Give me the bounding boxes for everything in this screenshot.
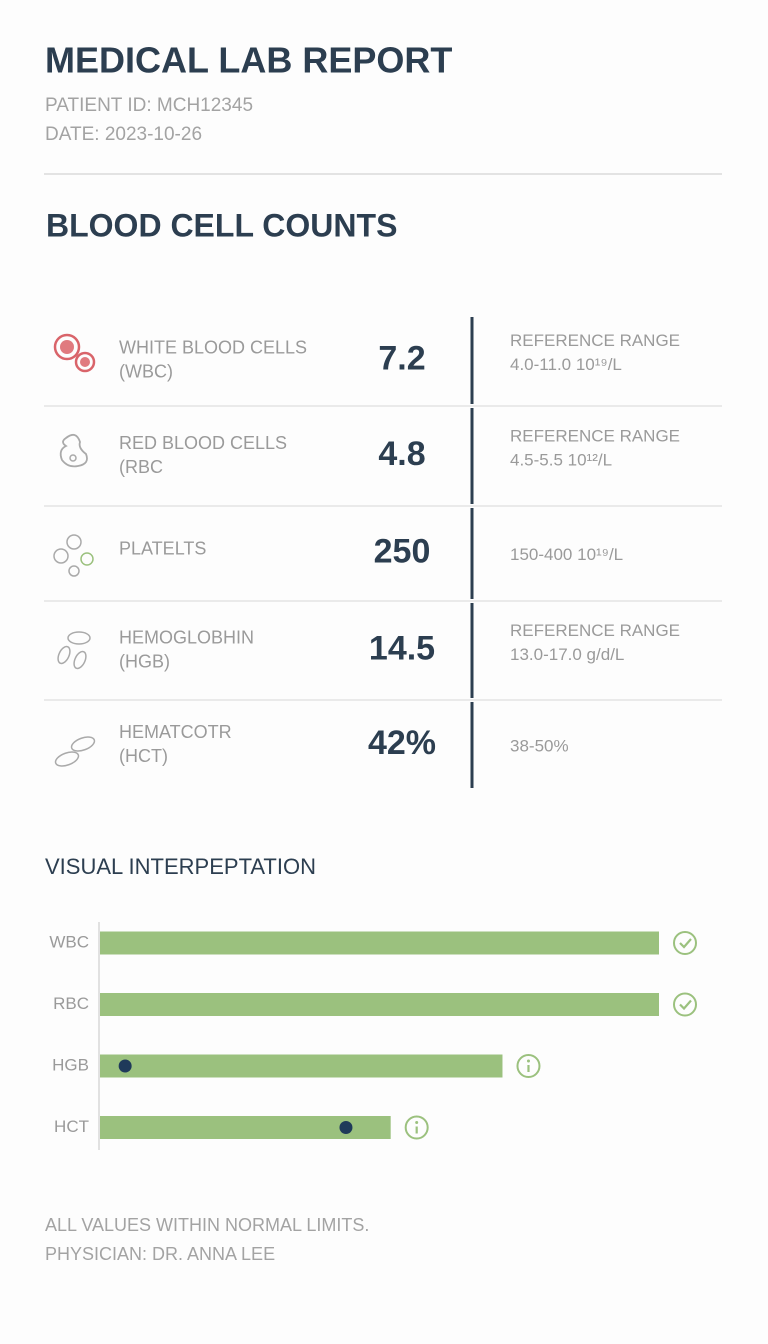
category-label: HGB	[52, 1055, 89, 1074]
patient-id: PATIENT ID: MCH12345	[45, 95, 253, 116]
category-label: WBC	[49, 932, 89, 951]
report-date: DATE: 2023-10-26	[45, 124, 202, 145]
icon	[57, 645, 71, 665]
ref-label: REFERENCE RANGE	[510, 426, 680, 445]
icon	[74, 351, 96, 373]
icon	[60, 340, 74, 354]
bar	[100, 993, 659, 1016]
category-label: RBC	[53, 994, 89, 1013]
bar	[100, 1116, 391, 1139]
test-name: RED BLOOD CELLS	[119, 433, 287, 453]
icon	[80, 357, 90, 367]
status-icon	[516, 1054, 541, 1078]
bar	[100, 931, 659, 955]
ref-range: 4.5-5.5 10¹²/L	[510, 450, 612, 469]
test-abbr: (RBC	[119, 457, 163, 477]
bar	[100, 1054, 503, 1078]
test-abbr: (HCT)	[119, 746, 168, 766]
icon	[59, 433, 88, 468]
test-name: WHITE BLOOD CELLS	[119, 337, 307, 357]
icon	[69, 454, 77, 462]
ref-range: 13.0-17.0 g/d/L	[510, 645, 624, 664]
ref-label: REFERENCE RANGE	[510, 331, 680, 350]
icon	[53, 548, 69, 564]
status-icon	[404, 1115, 429, 1140]
icon	[70, 736, 96, 752]
ref-range: 150-400 10¹⁹/L	[510, 545, 623, 564]
test-value: 14.5	[369, 629, 435, 667]
test-name: HEMATCOTR	[119, 722, 232, 742]
status-icon	[679, 999, 692, 1011]
ref-range: 4.0-11.0 10¹⁹/L	[510, 355, 622, 374]
status-icon	[673, 931, 697, 955]
test-value: 42%	[368, 724, 436, 762]
ref-range: 38-50%	[510, 736, 569, 755]
status-icon	[526, 1059, 530, 1063]
report-title: MEDICAL LAB REPORT	[45, 40, 452, 81]
marker	[339, 1121, 353, 1134]
test-name: HEMOGLOBHIN	[119, 627, 254, 647]
test-value: 250	[374, 532, 431, 570]
status-icon	[673, 992, 697, 1017]
icon	[80, 552, 94, 566]
test-value: 7.2	[378, 339, 425, 377]
icon	[53, 333, 81, 361]
footer-note: ALL VALUES WITHIN NORMAL LIMITS.	[45, 1215, 369, 1235]
physician: PHYSICIAN: DR. ANNA LEE	[45, 1244, 275, 1264]
section-title: BLOOD CELL COUNTS	[46, 207, 397, 243]
status-icon	[415, 1121, 419, 1124]
icon	[66, 534, 82, 550]
test-name: PLATELTS	[119, 538, 206, 558]
icon	[54, 751, 80, 767]
category-label: HCT	[54, 1117, 89, 1136]
test-value: 4.8	[378, 435, 425, 473]
test-abbr: (HGB)	[119, 651, 170, 671]
icon	[73, 650, 87, 670]
marker	[118, 1059, 132, 1073]
icon	[68, 565, 80, 577]
test-abbr: (WBC)	[119, 361, 173, 381]
chart-title: VISUAL INTERPEPTATION	[45, 854, 316, 879]
ref-label: REFERENCE RANGE	[510, 621, 680, 640]
icon	[67, 631, 91, 645]
status-icon	[679, 938, 692, 949]
